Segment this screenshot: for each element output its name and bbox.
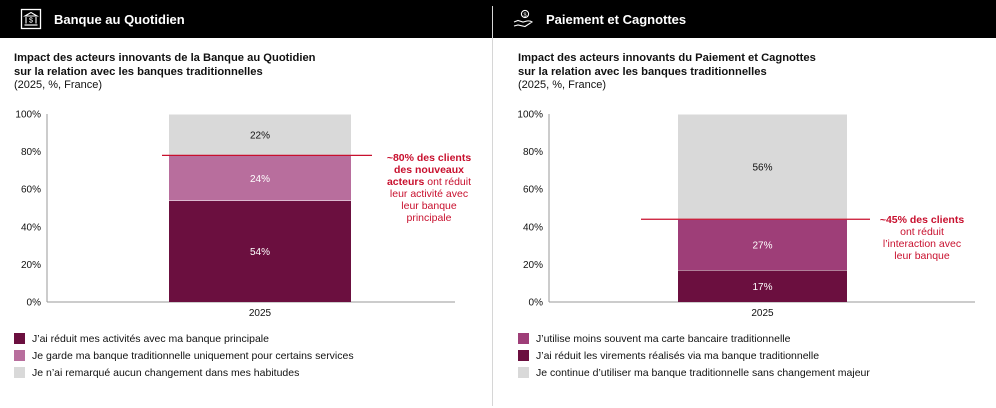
header-bar — [0, 0, 996, 38]
annotation-line: ~80% des clients — [387, 152, 471, 164]
y-tick-label: 20% — [523, 260, 543, 271]
stacked-bar-chart: 0% 20% 40% 60% 80% 100% 54% 24% 22% 2025 ~80% des … — [15, 110, 471, 320]
header-label: Banque au Quotidien — [54, 11, 185, 27]
panel-paiement-cagnottes: Impact des acteurs innovants du Paiement… — [500, 38, 992, 408]
legend-swatch — [518, 367, 529, 378]
annotation-line: des nouveaux — [394, 164, 464, 176]
legend-item: Je garde ma banque traditionnelle unique… — [14, 347, 354, 364]
annotation-line: l’interaction avec — [883, 238, 961, 250]
y-tick-label: 100% — [15, 110, 41, 121]
legend-swatch — [518, 350, 529, 361]
legend-label: Je continue d’utiliser ma banque traditi… — [536, 366, 870, 379]
data-label: 17% — [752, 282, 772, 293]
data-label: 54% — [250, 247, 270, 258]
legend-label: J’ai réduit les virements réalisés via m… — [536, 349, 820, 362]
y-tick-label: 0% — [27, 298, 42, 309]
bar-segment — [169, 200, 351, 302]
x-tick-label: 2025 — [751, 308, 774, 319]
legend-label: Je garde ma banque traditionnelle unique… — [32, 349, 354, 362]
bank-icon: $ — [20, 8, 42, 30]
y-tick-label: 60% — [523, 185, 543, 196]
annotation-line: leur activité avec — [390, 188, 468, 200]
legend-label: Je n’ai remarqué aucun changement dans m… — [32, 366, 300, 379]
header-label: Paiement et Cagnottes — [546, 11, 687, 27]
y-tick-label: 40% — [523, 222, 543, 233]
data-label: 56% — [752, 163, 772, 174]
header-left: $ Banque au Quotidien — [20, 0, 185, 38]
hand-coin-icon: $ — [512, 8, 534, 30]
data-label: 27% — [752, 241, 772, 252]
chart-title: Impact des acteurs innovants de la Banqu… — [14, 52, 316, 79]
legend-swatch — [14, 333, 25, 344]
svg-text:$: $ — [29, 18, 33, 25]
y-tick-label: 20% — [21, 260, 41, 271]
chart-subtitle: (2025, %, France) — [14, 79, 103, 91]
chart-title-line: sur la relation avec les banques traditi… — [518, 65, 767, 78]
legend-item: J’ai réduit les virements réalisés via m… — [518, 347, 870, 364]
bar-segment — [169, 155, 351, 201]
svg-text:$: $ — [523, 12, 526, 18]
legend-item: Je continue d’utiliser ma banque traditi… — [518, 364, 870, 381]
stacked-bar-chart: 0% 20% 40% 60% 80% 100% 17% 27% 56% 2025 ~45% des … — [517, 110, 975, 319]
chart-title-line: sur la relation avec les banques traditi… — [14, 65, 263, 78]
y-tick-label: 80% — [21, 147, 41, 158]
legend-swatch — [14, 350, 25, 361]
annotation-line: ~45% des clients — [880, 214, 964, 226]
annotation-line: ont réduit — [900, 226, 944, 238]
y-tick-label: 100% — [517, 110, 543, 121]
chart-title-line: Impact des acteurs innovants du Paiement… — [518, 52, 816, 64]
y-tick-label: 0% — [529, 298, 544, 309]
legend-swatch — [518, 333, 529, 344]
annotation-line: leur banque — [894, 250, 950, 262]
annotation-line: principale — [407, 212, 452, 224]
x-tick-label: 2025 — [249, 308, 272, 319]
legend-label: J’utilise moins souvent ma carte bancair… — [536, 332, 791, 345]
legend-item: J’utilise moins souvent ma carte bancair… — [518, 330, 870, 347]
bar-segment — [678, 270, 847, 302]
chart-subtitle: (2025, %, France) — [518, 79, 607, 91]
chart-legend: J’utilise moins souvent ma carte bancair… — [518, 330, 870, 381]
bar-segment — [678, 114, 847, 220]
bar-segment — [678, 219, 847, 271]
y-tick-label: 80% — [523, 147, 543, 158]
data-label: 24% — [250, 174, 270, 185]
bar-segment — [169, 114, 351, 156]
panel-divider — [492, 6, 493, 406]
y-tick-label: 60% — [21, 185, 41, 196]
legend-label: J’ai réduit mes activités avec ma banque… — [32, 332, 269, 345]
chart-title-line: Impact des acteurs innovants de la Banqu… — [14, 52, 316, 64]
header-right: $ Paiement et Cagnottes — [512, 0, 686, 38]
chart-legend: J’ai réduit mes activités avec ma banque… — [14, 330, 354, 381]
y-tick-label: 40% — [21, 222, 41, 233]
panel-banque-quotidien: Impact des acteurs innovants de la Banqu… — [0, 38, 492, 408]
data-label: 22% — [250, 131, 270, 142]
legend-item: Je n’ai remarqué aucun changement dans m… — [14, 364, 354, 381]
legend-item: J’ai réduit mes activités avec ma banque… — [14, 330, 354, 347]
chart-title: Impact des acteurs innovants du Paiement… — [518, 52, 816, 79]
annotation-line: acteurs ont réduit — [387, 176, 471, 188]
legend-swatch — [14, 367, 25, 378]
annotation-line: leur banque — [401, 200, 457, 212]
